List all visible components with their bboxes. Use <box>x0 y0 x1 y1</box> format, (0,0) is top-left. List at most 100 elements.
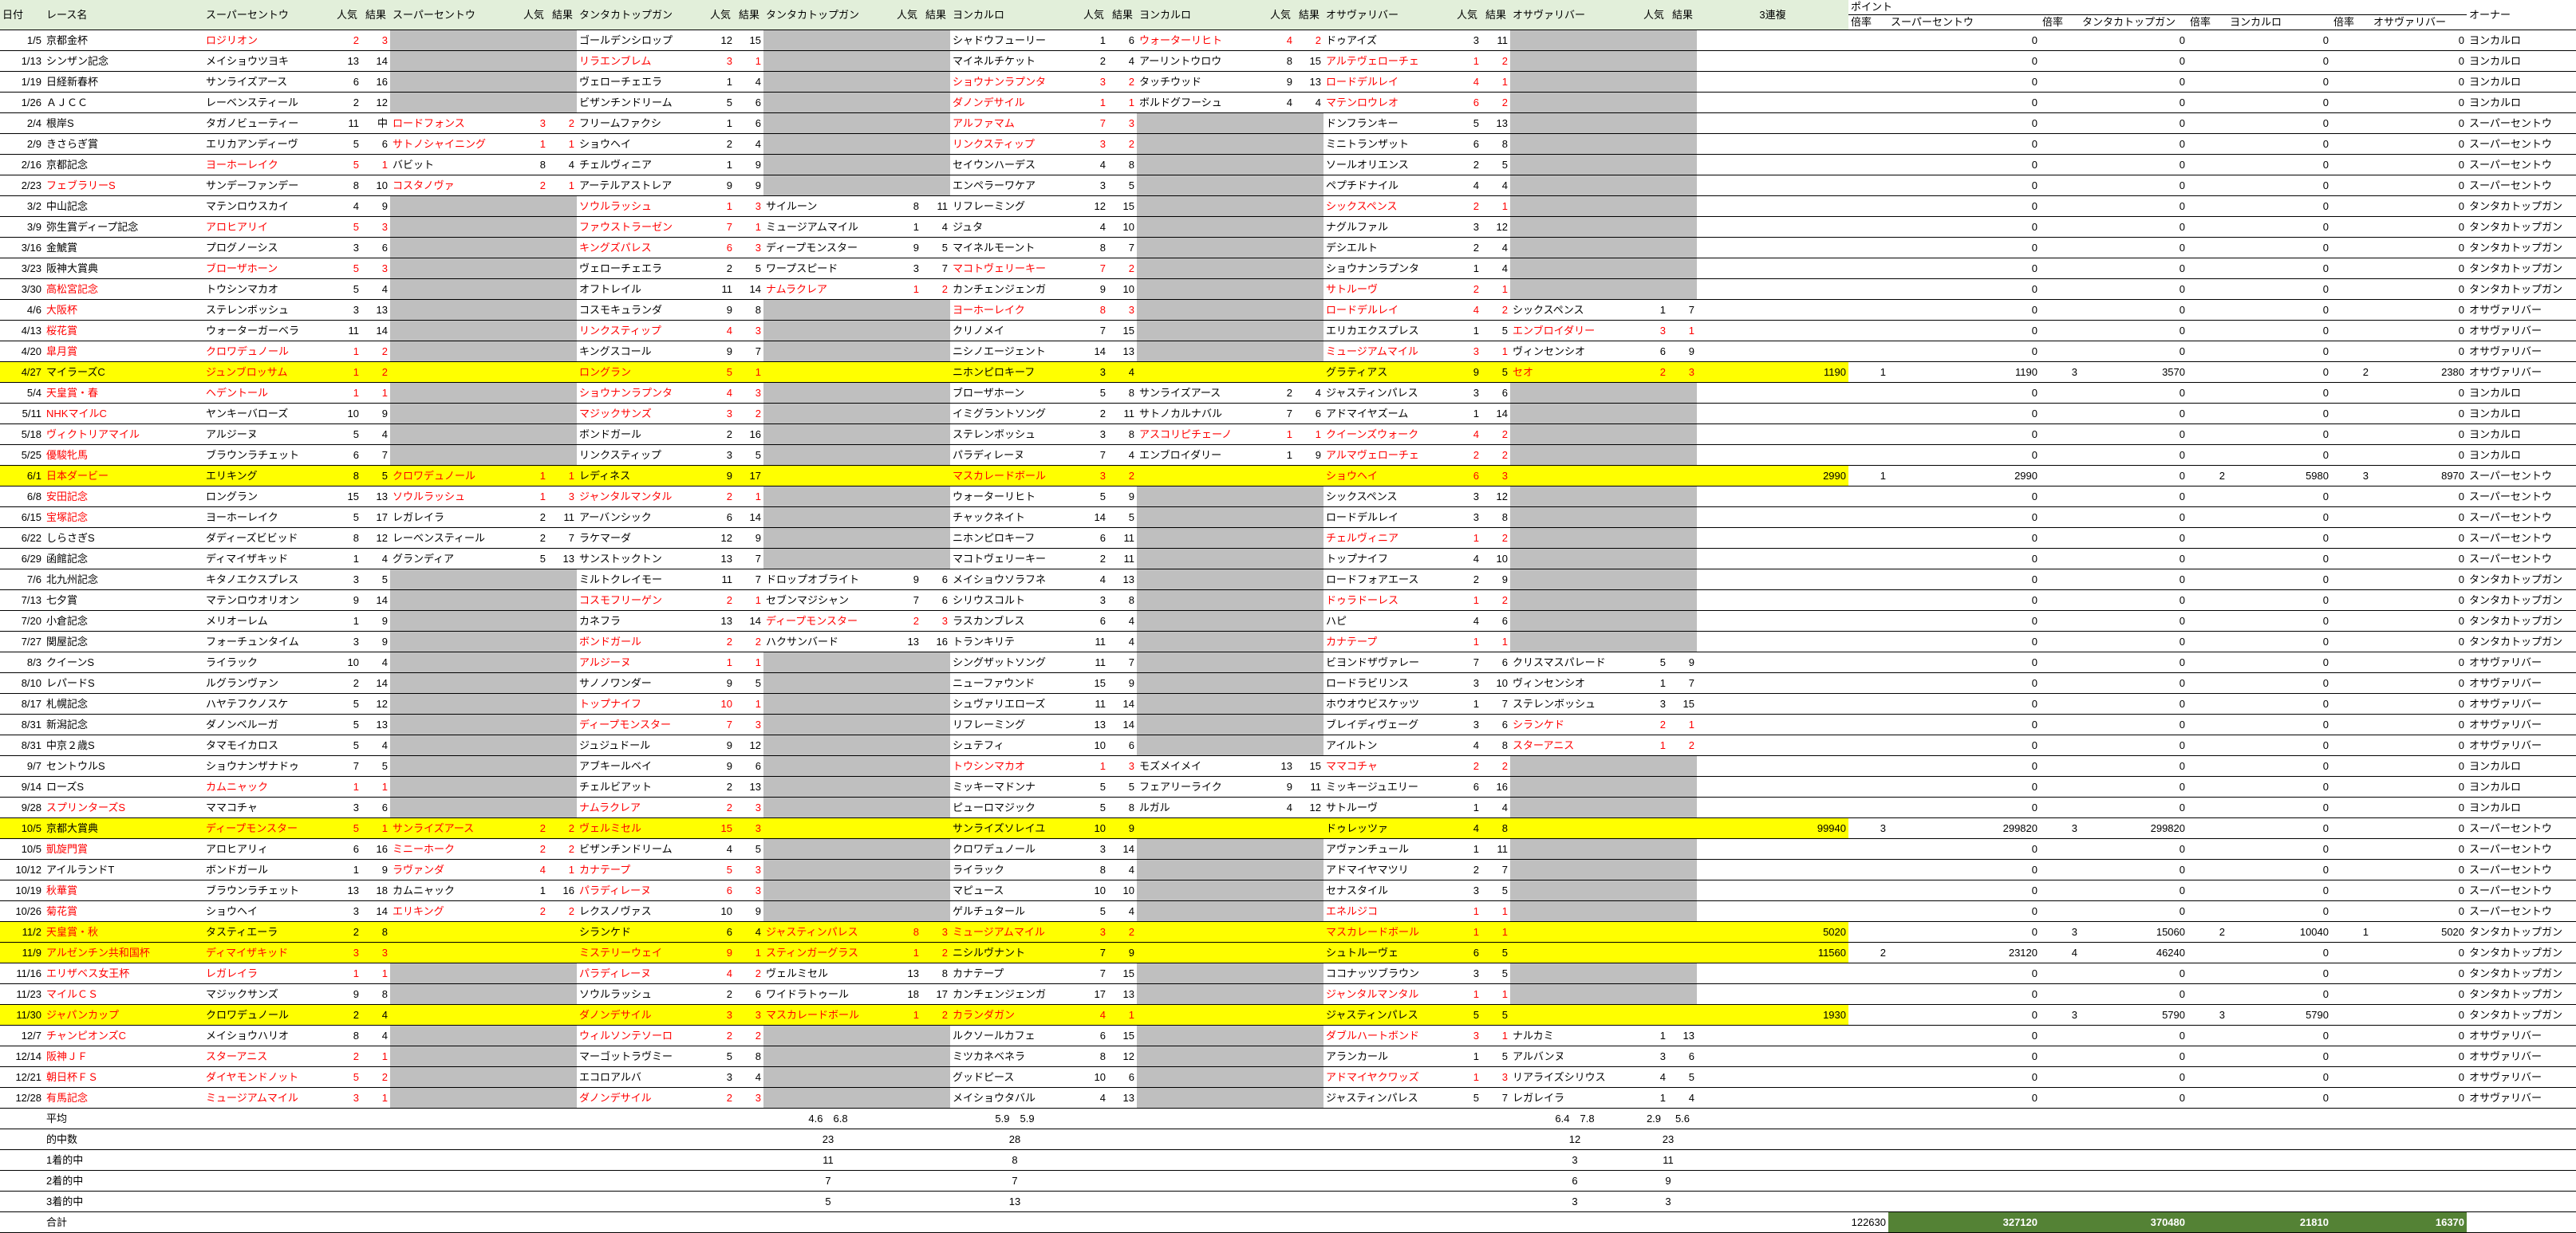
cell-date[interactable]: 12/14 <box>0 1046 44 1067</box>
cell-point-value[interactable]: 0 <box>2080 880 2187 901</box>
cell-point-value[interactable]: 15060 <box>2080 921 2187 943</box>
cell-point-rate[interactable] <box>1848 963 1888 984</box>
pick-horse-name[interactable]: カムニャック <box>203 776 333 798</box>
pick-horse-name[interactable]: カナテープ <box>577 859 706 880</box>
pick-result[interactable]: 5 <box>1481 320 1510 341</box>
pick-popularity[interactable]: 9 <box>706 465 735 487</box>
pick-empty-cell[interactable] <box>390 382 577 404</box>
pick-horse-name[interactable]: ダイヤモンドノット <box>203 1066 333 1088</box>
cell-point-value[interactable]: 0 <box>2371 154 2468 175</box>
cell-point-rate[interactable] <box>2040 486 2080 507</box>
pick-result[interactable]: 1 <box>735 652 763 673</box>
cell-sanrenpuku-payout[interactable] <box>1697 693 1848 715</box>
pick-result[interactable]: 15 <box>1295 755 1324 777</box>
pick-popularity[interactable]: 2 <box>1079 548 1108 569</box>
cell-point-rate[interactable] <box>2331 527 2371 549</box>
cell-point-value[interactable]: 0 <box>2371 880 2468 901</box>
pick-popularity[interactable]: 1 <box>519 880 548 901</box>
pick-result[interactable]: 4 <box>1481 237 1510 258</box>
pick-popularity[interactable]: 7 <box>1453 652 1481 673</box>
pick-horse-name[interactable]: ハヤテフクノスケ <box>203 693 333 715</box>
pick-popularity[interactable]: 1 <box>1079 30 1108 51</box>
pick-horse-name[interactable]: アルファマム <box>950 112 1079 134</box>
pick-empty-cell[interactable] <box>763 154 950 175</box>
pick-popularity[interactable]: 3 <box>1079 175 1108 196</box>
cell-point-rate[interactable] <box>1848 403 1888 424</box>
pick-horse-name[interactable]: クリスマスパレード <box>1510 652 1639 673</box>
pick-horse-name[interactable]: ペプチドナイル <box>1324 175 1453 196</box>
pick-horse-name[interactable]: シランケド <box>577 921 706 943</box>
cell-owner[interactable]: スーパーセントウ <box>2467 900 2576 922</box>
pick-popularity[interactable]: 3 <box>1639 693 1668 715</box>
pick-popularity[interactable]: 2 <box>333 1046 361 1067</box>
pick-empty-cell[interactable] <box>1510 589 1697 611</box>
pick-empty-cell[interactable] <box>1510 610 1697 632</box>
cell-point-rate[interactable] <box>2040 278 2080 300</box>
cell-point-rate[interactable] <box>2187 755 2227 777</box>
pick-result[interactable]: 6 <box>1108 30 1137 51</box>
pick-empty-cell[interactable] <box>1510 382 1697 404</box>
pick-empty-cell[interactable] <box>763 465 950 487</box>
pick-horse-name[interactable]: ロードデルレイ <box>1324 71 1453 93</box>
pick-popularity[interactable]: 4 <box>1453 548 1481 569</box>
summary-label[interactable]: 平均 <box>44 1108 203 1129</box>
pick-popularity[interactable]: 9 <box>333 589 361 611</box>
pick-horse-name[interactable]: フォーチュンタイム <box>203 631 333 652</box>
cell-point-value[interactable]: 0 <box>1888 963 2040 984</box>
pick-horse-name[interactable]: ドゥラドーレス <box>1324 589 1453 611</box>
pick-empty-cell[interactable] <box>1510 900 1697 922</box>
pick-empty-cell[interactable] <box>390 797 577 818</box>
cell-point-rate[interactable] <box>2331 133 2371 155</box>
pick-result[interactable]: 3 <box>361 258 390 279</box>
pick-result[interactable]: 2 <box>1481 423 1510 445</box>
pick-horse-name[interactable]: アーリントウロウ <box>1137 50 1266 72</box>
pick-result[interactable]: 2 <box>361 1066 390 1088</box>
pick-empty-cell[interactable] <box>390 1025 577 1046</box>
cell-race-name[interactable]: エリザベス女王杯 <box>44 963 203 984</box>
pick-popularity[interactable]: 5 <box>1079 486 1108 507</box>
pick-result[interactable]: 1 <box>735 942 763 963</box>
pick-popularity[interactable]: 4 <box>1453 610 1481 632</box>
cell-point-rate[interactable] <box>2040 1087 2080 1109</box>
cell-point-rate[interactable] <box>2187 341 2227 362</box>
cell-point-rate[interactable] <box>2331 30 2371 51</box>
cell-date[interactable]: 5/11 <box>0 403 44 424</box>
cell-point-value[interactable]: 0 <box>2371 1066 2468 1088</box>
cell-owner[interactable]: オサヴァリバー <box>2467 299 2576 321</box>
pick-popularity[interactable]: 3 <box>1079 921 1108 943</box>
pick-result[interactable]: 9 <box>361 403 390 424</box>
pick-result[interactable]: 8 <box>1108 154 1137 175</box>
cell-owner[interactable]: ヨンカルロ <box>2467 71 2576 93</box>
cell-sanrenpuku-payout[interactable] <box>1697 735 1848 756</box>
pick-result[interactable]: 5 <box>1481 942 1510 963</box>
pick-horse-name[interactable]: サンライズアース <box>203 71 333 93</box>
pick-result[interactable]: 2 <box>1668 735 1697 756</box>
pick-result[interactable]: 1 <box>548 465 577 487</box>
cell-point-value[interactable]: 0 <box>2371 403 2468 424</box>
pick-empty-cell[interactable] <box>763 112 950 134</box>
cell-date[interactable]: 8/10 <box>0 672 44 694</box>
pick-horse-name[interactable]: サイルーン <box>763 195 893 217</box>
pick-empty-cell[interactable] <box>1510 237 1697 258</box>
pick-popularity[interactable]: 10 <box>1079 735 1108 756</box>
pick-result[interactable]: 1 <box>735 693 763 715</box>
pick-empty-cell[interactable] <box>1510 195 1697 217</box>
pick-result[interactable]: 9 <box>1668 341 1697 362</box>
pick-popularity[interactable]: 1 <box>333 361 361 383</box>
cell-point-rate[interactable] <box>2040 859 2080 880</box>
pick-result[interactable]: 17 <box>921 983 950 1005</box>
pick-empty-cell[interactable] <box>763 817 950 839</box>
pick-popularity[interactable]: 11 <box>706 569 735 590</box>
pick-empty-cell[interactable] <box>1137 880 1324 901</box>
pick-popularity[interactable]: 2 <box>706 423 735 445</box>
pick-popularity[interactable]: 13 <box>893 631 921 652</box>
cell-date[interactable]: 7/6 <box>0 569 44 590</box>
pick-popularity[interactable]: 3 <box>1639 1046 1668 1067</box>
cell-race-name[interactable]: 安田記念 <box>44 486 203 507</box>
pick-horse-name[interactable]: リフレーミング <box>950 714 1079 735</box>
cell-point-rate[interactable] <box>2040 569 2080 590</box>
avg-osavariba[interactable]: 6.4 7.8 <box>1510 1108 1639 1129</box>
pick-result[interactable]: 5 <box>1668 1066 1697 1088</box>
cell-blank[interactable] <box>1079 1129 1137 1150</box>
pick-result[interactable]: 18 <box>361 880 390 901</box>
